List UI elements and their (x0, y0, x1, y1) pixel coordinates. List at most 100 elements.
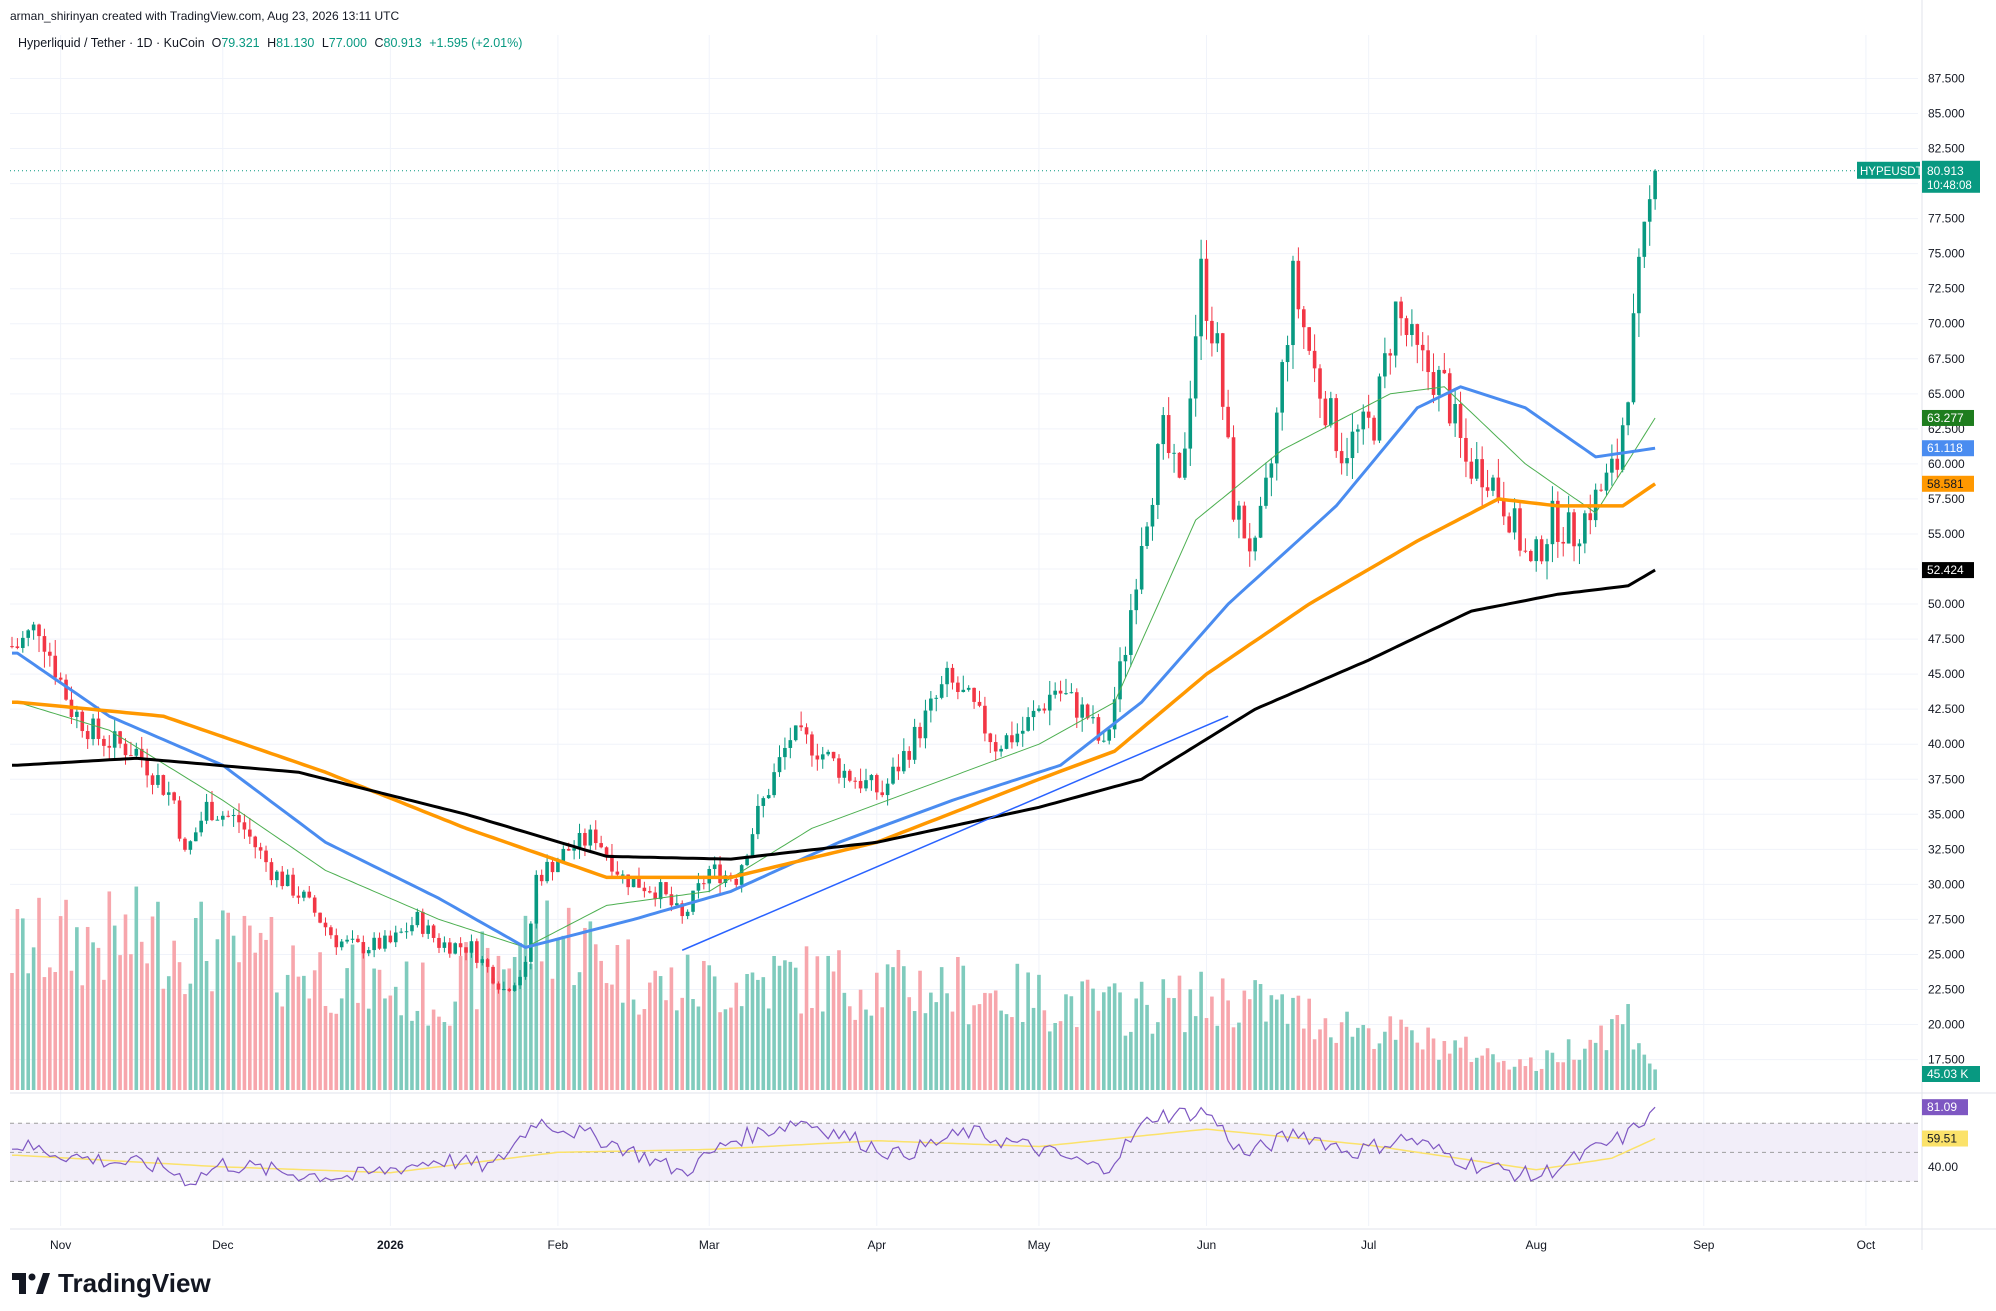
volume-bar (102, 979, 106, 1090)
volume-bar (1529, 1057, 1533, 1090)
tradingview-brand[interactable]: TradingView (12, 1268, 211, 1299)
candle-body (183, 838, 187, 850)
candle-body (1172, 452, 1176, 454)
volume-bar (1620, 1024, 1625, 1090)
volume-bar (237, 962, 241, 1090)
candle-body (1599, 489, 1603, 491)
volume-bar (345, 968, 349, 1090)
candle-body (1610, 458, 1614, 473)
volume-bar (75, 927, 79, 1090)
candle-body (399, 931, 403, 933)
volume-bar (150, 916, 155, 1090)
volume-bar (675, 1010, 679, 1090)
volume-bar (1393, 1039, 1398, 1090)
high-label: H (267, 36, 277, 50)
volume-bar (1383, 1031, 1387, 1090)
volume-bar (847, 1006, 852, 1090)
volume-bar (631, 999, 636, 1090)
volume-bar (1258, 984, 1263, 1090)
volume-bar (1474, 1057, 1479, 1090)
volume-bar (729, 1007, 733, 1090)
candle-body (112, 731, 117, 748)
candle-body (1102, 740, 1106, 742)
volume-bar (1312, 1039, 1317, 1090)
volume-bar (1096, 1010, 1101, 1090)
candle-body (291, 874, 295, 896)
volume-bar (534, 893, 539, 1090)
volume-bar (1139, 981, 1144, 1090)
volume-bar (1177, 975, 1182, 1090)
candle-body (977, 701, 982, 706)
candle-body (1042, 708, 1047, 711)
volume-bar (1496, 1062, 1501, 1090)
volume-bar (707, 965, 712, 1090)
candle-body (1329, 398, 1333, 426)
volume-bar (453, 1001, 458, 1090)
change-value: +1.595 (+2.01%) (429, 36, 523, 50)
volume-bar (496, 955, 501, 1090)
candle-body (329, 927, 333, 936)
volume-bar (610, 984, 614, 1090)
volume-bar (658, 976, 663, 1090)
volume-bar (766, 1008, 771, 1090)
ma-value-text: 61.118 (1927, 441, 1963, 455)
candle-body (961, 689, 966, 692)
volume-bar (285, 974, 290, 1090)
volume-bar (475, 1009, 479, 1090)
candle-body (253, 836, 258, 848)
volume-bar (1226, 1000, 1230, 1090)
candle-body (345, 939, 349, 942)
candle-body (918, 726, 922, 739)
candle-body (188, 841, 193, 850)
rsi-line (11, 1106, 1656, 1187)
candle-body (593, 829, 598, 844)
volume-bar (69, 970, 74, 1090)
candle-body (788, 740, 793, 748)
candle-body (972, 687, 976, 702)
volume-bar (1123, 1035, 1128, 1090)
candle-body (1377, 376, 1382, 441)
volume-bar (1615, 1014, 1620, 1090)
candle-body (718, 864, 722, 884)
candle-body (875, 775, 879, 793)
candle-body (1410, 324, 1414, 336)
volume-bar (1442, 1041, 1447, 1090)
candle-body (269, 862, 274, 881)
candle-body (410, 925, 414, 932)
candle-body (26, 630, 31, 638)
y-tick-label: 82.500 (1928, 142, 1965, 156)
symbol-name[interactable]: Hyperliquid / Tether · 1D · KuCoin (18, 36, 205, 50)
volume-bar (1285, 1023, 1290, 1090)
volume-bar (53, 972, 58, 1090)
candle-body (772, 772, 776, 796)
volume-bar (1647, 1063, 1652, 1090)
candle-body (361, 942, 366, 954)
candle-body (366, 950, 371, 954)
volume-bar (1545, 1050, 1549, 1090)
candle-body (1053, 690, 1057, 695)
candle-body (826, 751, 830, 755)
candle-body (1091, 717, 1095, 719)
volume-bar (112, 925, 117, 1090)
candle-body (356, 938, 360, 943)
volume-bar (1339, 1022, 1344, 1090)
volume-bar (480, 931, 485, 1090)
volume-bar (1280, 994, 1284, 1090)
rsi-ma-value-tag (1922, 1130, 1968, 1147)
volume-bar (1561, 1062, 1566, 1090)
candle-body (312, 897, 317, 913)
volume-bar (437, 1016, 441, 1090)
y-tick-label: 20.000 (1928, 1018, 1965, 1032)
volume-bar (1080, 981, 1084, 1090)
candle-body (1426, 350, 1430, 373)
ma-value-tag (1922, 440, 1974, 457)
volume-bar (1204, 1018, 1209, 1090)
volume-bar (1015, 963, 1020, 1090)
volume-bar (1366, 1028, 1371, 1090)
volume-bar (642, 1009, 647, 1090)
volume-bar (1556, 1062, 1560, 1090)
rsi-level-text: 40.00 (1928, 1160, 1958, 1174)
volume-bar (939, 967, 944, 1090)
volume-bar (1420, 1049, 1425, 1090)
